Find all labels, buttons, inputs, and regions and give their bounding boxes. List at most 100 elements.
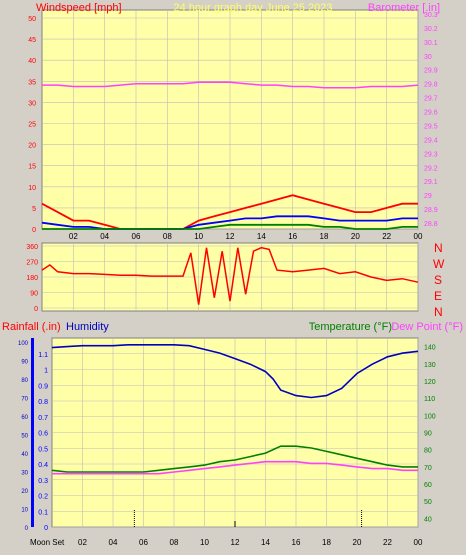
humidity-tick-label-5: 50 (21, 434, 28, 440)
wind-x-tick-1: 04 (100, 232, 109, 241)
humidity-tick-label-4: 40 (21, 452, 28, 458)
temperature-title: Temperature (°F) (309, 321, 392, 333)
humidity-line (51, 343, 419, 399)
wind-x-tick-2: 06 (132, 232, 141, 241)
humidity-tick-label-6: 60 (21, 415, 28, 421)
humidity-tick-label-2: 20 (21, 489, 28, 495)
dir-tick-label-2: 180 (26, 275, 38, 282)
temp-tick-label-6: 100 (424, 413, 436, 420)
humidity-tick-label-10: 100 (18, 341, 29, 347)
temp-tick-label-4: 80 (424, 448, 432, 455)
dewpoint-line (52, 460, 418, 475)
baro-tick-label-2: 29 (424, 193, 432, 200)
rain-tick-label-7: 0.7 (38, 415, 48, 422)
baro-tick-label-11: 29.9 (424, 68, 438, 75)
wind-x-tick-5: 12 (226, 232, 235, 241)
baro-tick-label-1: 28.9 (424, 207, 438, 214)
baro-tick-label-8: 29.6 (424, 110, 438, 117)
rain-tick-label-3: 0.3 (38, 478, 48, 485)
temperature-line (51, 445, 418, 473)
baro-tick-label-0: 28.8 (424, 221, 438, 228)
rain-tick-label-0: 0 (44, 525, 48, 532)
wind-x-tick-9: 20 (351, 232, 360, 241)
humidity-tick-label-0: 0 (25, 526, 29, 532)
dir-tick-label-4: 360 (26, 244, 38, 251)
temp-tick-label-3: 70 (424, 465, 432, 472)
rain-tick-label-11: 1.1 (38, 352, 48, 359)
rain-tick-label-6: 0.6 (38, 431, 48, 438)
wind-x-tick-3: 08 (163, 232, 172, 241)
barometer-title: Barometer [.in] (368, 2, 440, 14)
wind-tick-label-0: 0 (32, 227, 36, 234)
baro-tick-label-12: 30 (424, 54, 432, 61)
humidity-tick-label-1: 10 (21, 508, 28, 514)
temp-x-tick-1: 04 (109, 538, 118, 547)
baro-tick-label-10: 29.8 (424, 82, 438, 89)
temp-tick-label-8: 120 (424, 379, 436, 386)
humidity-tick-label-8: 80 (21, 378, 28, 384)
dir-tick-label-0: 0 (34, 306, 38, 313)
temp-tick-label-0: 40 (424, 516, 432, 523)
baro-tick-label-7: 29.5 (424, 123, 438, 130)
wind-tick-label-5: 25 (28, 122, 36, 129)
temp-x-tick-10: 22 (383, 538, 392, 547)
dewpoint-title: Dew Point (°F) (391, 321, 463, 333)
barometer-line (42, 81, 419, 89)
wind-x-tick-6: 14 (257, 232, 266, 241)
dir-tick-label-3: 270 (26, 260, 38, 267)
dir-tick-label-1: 90 (30, 291, 38, 298)
temp-x-tick-9: 20 (353, 538, 362, 547)
temp-x-tick-2: 06 (139, 538, 148, 547)
humidity-temp-grid (52, 338, 419, 528)
rain-tick-label-8: 0.8 (38, 399, 48, 406)
rain-tick-label-1: 0.1 (38, 509, 48, 516)
temp-x-tick-0: 02 (78, 538, 87, 547)
rainfall-axis-bar (31, 338, 34, 527)
baro-tick-label-13: 30.1 (424, 40, 438, 47)
wind-tick-label-3: 15 (28, 164, 36, 171)
temp-x-tick-5: 12 (231, 538, 240, 547)
wind-tick-label-9: 45 (28, 37, 36, 44)
direction-label-w: W (433, 257, 445, 271)
temp-x-tick-6: 14 (261, 538, 270, 547)
baro-tick-label-3: 29.1 (424, 179, 438, 186)
baro-tick-label-4: 29.2 (424, 165, 438, 172)
rainfall-title: Rainfall (.in) (2, 321, 61, 333)
temp-x-tick-11: 00 (414, 538, 423, 547)
temp-tick-label-2: 60 (424, 482, 432, 489)
direction-label-s: S (434, 273, 442, 287)
wind-speed-line (41, 194, 418, 230)
direction-label-n-bottom: N (434, 305, 443, 319)
humidity-tick-label-9: 90 (21, 360, 28, 366)
humidity-tick-label-3: 30 (21, 471, 28, 477)
wind-tick-label-7: 35 (28, 79, 36, 86)
wind-low-line (42, 223, 418, 230)
wind-tick-label-6: 30 (28, 100, 36, 107)
wind-x-tick-10: 22 (382, 232, 391, 241)
temp-x-tick-7: 16 (292, 538, 301, 547)
series-layer (41, 81, 419, 475)
wind-tick-label-8: 40 (28, 58, 36, 65)
temp-tick-label-7: 110 (424, 396, 435, 403)
rain-tick-label-5: 0.5 (38, 446, 48, 453)
direction-label-e: E (434, 289, 442, 303)
humidity-tick-label-7: 70 (21, 397, 28, 403)
direction-label-n-top: N (434, 241, 443, 255)
temp-x-tick-3: 08 (170, 538, 179, 547)
wind-tick-label-2: 10 (28, 185, 36, 192)
baro-tick-label-6: 29.4 (424, 137, 438, 144)
baro-tick-label-5: 29.3 (424, 151, 438, 158)
wind-x-tick-4: 10 (194, 232, 203, 241)
humidity-title: Humidity (66, 321, 109, 333)
wind-x-tick-11: 00 (414, 232, 423, 241)
temp-tick-label-10: 140 (424, 345, 436, 352)
wind-x-tick-7: 16 (288, 232, 297, 241)
windspeed-title: Windspeed [mph] (36, 2, 122, 14)
rain-tick-label-4: 0.4 (38, 462, 48, 469)
temp-x-tick-4: 10 (200, 538, 209, 547)
wind-x-tick-0: 02 (69, 232, 78, 241)
temp-tick-label-1: 50 (424, 499, 432, 506)
temp-tick-label-9: 130 (424, 362, 436, 369)
